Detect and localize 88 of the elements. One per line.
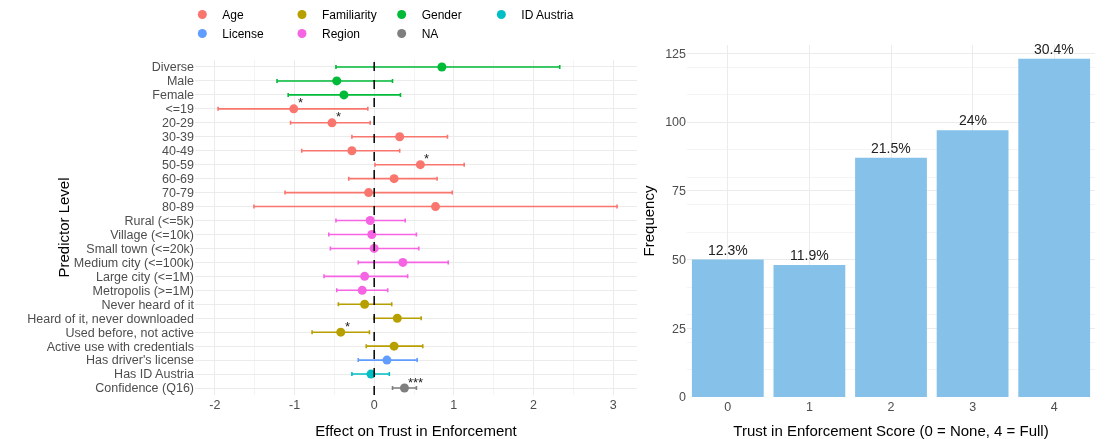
x-tick-label: 3 [969, 399, 977, 414]
x-tick-label: 0 [724, 399, 732, 414]
legend-label: License [222, 27, 265, 42]
point [365, 216, 375, 226]
y-tick-label: 70-79 [162, 185, 195, 200]
x-axis-title: Trust in Enforcement Score (0 = None, 4 = Full) [733, 422, 1049, 439]
annotation: * [298, 95, 304, 110]
point [336, 327, 346, 337]
annotation: * [336, 109, 342, 124]
point [382, 355, 392, 365]
point [367, 229, 377, 239]
y-tick-label: 20-29 [162, 116, 195, 131]
annotation: 11.9% [790, 247, 829, 263]
x-axis-title: Effect on Trust in Enforcement [315, 422, 518, 439]
point [431, 202, 441, 212]
x-tick-label: 2 [887, 399, 895, 414]
y-tick-label: Has ID Austria [114, 367, 195, 382]
point [289, 104, 299, 114]
y-tick-label: 125 [665, 46, 687, 61]
bar [936, 130, 1009, 397]
y-tick-label: Small town (<=20k) [86, 241, 194, 256]
y-tick-label: Male [166, 74, 195, 89]
y-tick-label: 40-49 [162, 144, 195, 159]
point [395, 132, 405, 142]
x-tick-label: 2 [529, 397, 537, 412]
x-tick-label: 1 [805, 399, 813, 414]
y-tick-label: 25 [672, 321, 687, 336]
x-tick-label: -1 [288, 397, 301, 412]
y-tick-label: <=19 [165, 102, 195, 117]
y-tick-label: 80-89 [162, 199, 195, 214]
legend-label: ID Austria [521, 8, 574, 23]
point [339, 90, 349, 100]
y-tick-label: 100 [665, 115, 687, 130]
y-tick-label: Active use with credentials [46, 339, 194, 354]
annotation: * [424, 151, 430, 166]
annotation: 12.3% [708, 242, 748, 258]
bar [773, 265, 846, 397]
point [389, 174, 399, 184]
annotation: 24% [959, 112, 988, 128]
y-tick-label: Metropolis (>=1M) [92, 283, 194, 298]
legend-label: Familiarity [322, 8, 377, 23]
y-tick-label: Heard of it, never downloaded [27, 311, 195, 326]
point [364, 188, 374, 198]
point [347, 146, 357, 156]
y-axis-title: Frequency [640, 185, 657, 257]
y-tick-label: Diverse [151, 60, 195, 75]
y-tick-label: 30-39 [162, 130, 195, 145]
x-tick-label: 1 [450, 397, 458, 412]
point [360, 299, 370, 309]
point [332, 76, 342, 86]
x-tick-label: -2 [209, 397, 221, 412]
point [392, 313, 402, 323]
y-tick-label: 50-59 [162, 158, 195, 173]
bar [855, 157, 927, 397]
point [360, 271, 370, 281]
annotation: 21.5% [871, 140, 911, 156]
y-tick-label: Medium city (<=100k) [73, 255, 194, 270]
y-tick-label: Never heard of it [101, 297, 195, 312]
annotation: *** [408, 375, 424, 390]
y-tick-label: Used before, not active [65, 325, 195, 340]
legend-label: Age [222, 8, 244, 23]
bar [691, 259, 764, 397]
legend-label: Region [322, 27, 361, 42]
point [327, 118, 337, 128]
y-tick-label: Has driver's license [86, 353, 195, 368]
y-tick-label: 60-69 [162, 172, 195, 187]
y-tick-label: Large city (<=1M) [96, 269, 194, 284]
point [399, 383, 409, 393]
x-tick-label: 3 [609, 397, 617, 412]
y-tick-label: Confidence (Q16) [95, 381, 194, 396]
x-tick-label: 0 [370, 397, 378, 412]
point [357, 285, 367, 295]
point [398, 257, 408, 267]
y-tick-label: Female [152, 88, 195, 103]
y-tick-label: 50 [672, 252, 687, 267]
y-tick-label: Rural (<=5k) [124, 213, 194, 228]
point [437, 62, 447, 72]
bar [1018, 58, 1091, 397]
annotation: * [345, 319, 351, 334]
y-axis-title: Predictor Level [54, 177, 72, 278]
legend-label: Gender [421, 8, 462, 23]
annotation: 30.4% [1034, 41, 1074, 57]
legend-label: NA [421, 27, 439, 42]
y-tick-label: 75 [672, 184, 687, 199]
point [415, 160, 425, 170]
point [389, 341, 399, 351]
y-tick-label: Village (<=10k) [110, 227, 194, 242]
x-tick-label: 4 [1050, 399, 1058, 414]
